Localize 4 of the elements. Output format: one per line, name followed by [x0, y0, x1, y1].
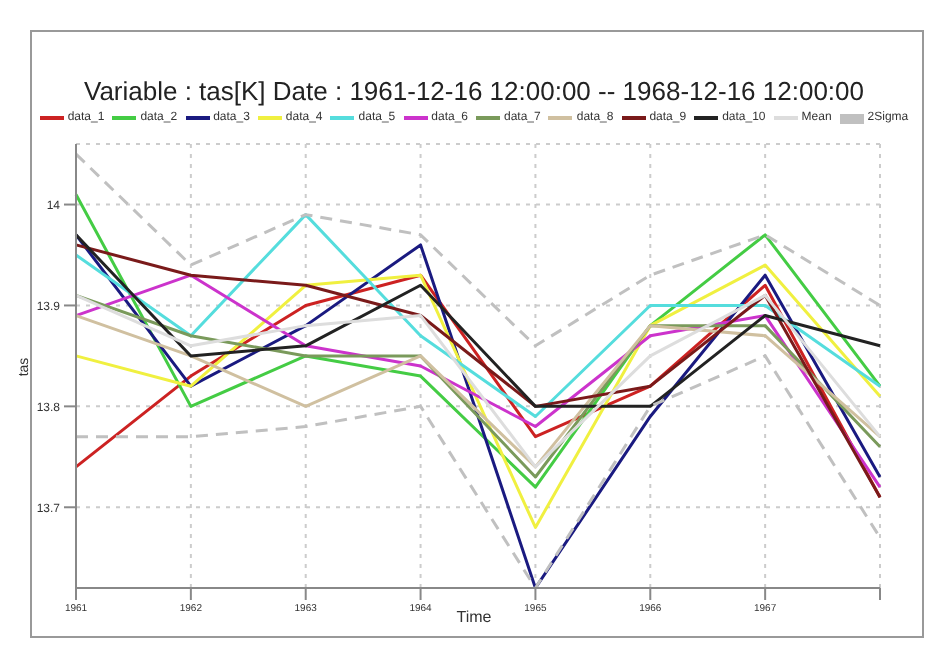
line-series: [74, 263, 882, 529]
line-series: [74, 192, 882, 489]
chart-title: Variable : tas[K] Date : 1961-12-16 12:00:00 -- 1968-12-16 12:00:00: [81, 76, 867, 106]
x-axis-title: Time: [456, 608, 492, 626]
